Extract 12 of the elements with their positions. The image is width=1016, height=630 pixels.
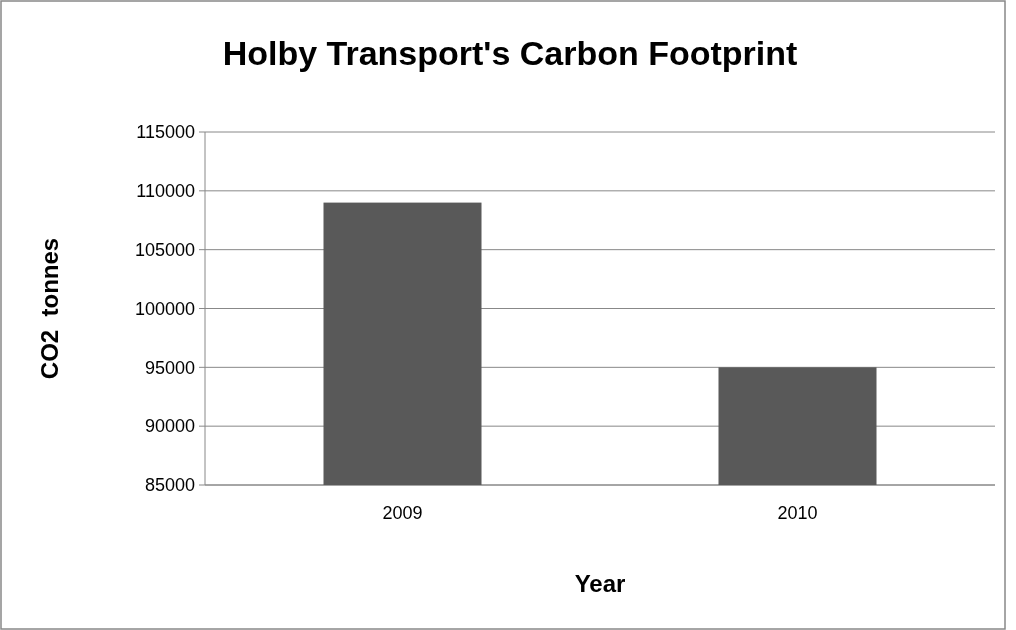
y-tick-label: 85000 bbox=[144, 475, 195, 496]
x-tick-label: 2009 bbox=[382, 503, 423, 523]
y-tick-label: 115000 bbox=[136, 122, 195, 143]
y-tick-label: 105000 bbox=[134, 239, 195, 260]
y-tick-label: 95000 bbox=[144, 357, 195, 378]
y-tick-label: 90000 bbox=[144, 416, 195, 437]
y-tick-label: 110000 bbox=[136, 181, 195, 202]
chart-title: Holby Transport's Carbon Footprint bbox=[222, 34, 798, 72]
x-axis-title: Year bbox=[574, 570, 626, 597]
y-axis-title: CO2 tonnes bbox=[36, 237, 63, 380]
x-tick-label: 2010 bbox=[777, 503, 818, 523]
y-tick-label: 100000 bbox=[134, 298, 195, 319]
